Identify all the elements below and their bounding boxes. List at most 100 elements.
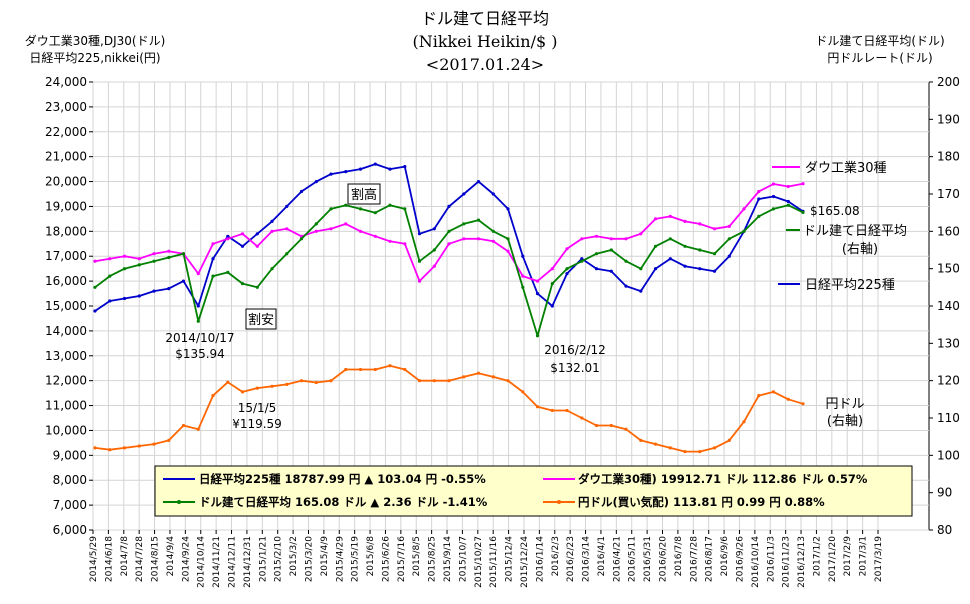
data-point-1 bbox=[580, 237, 584, 241]
annotation-low-2016-value: $132.01 bbox=[550, 361, 600, 375]
data-point-3 bbox=[609, 423, 613, 428]
x-tick-label: 2016/6/20 bbox=[659, 536, 669, 582]
x-tick-label: 2017/3/1 bbox=[859, 536, 869, 576]
data-point-0 bbox=[727, 254, 731, 258]
data-point-1 bbox=[550, 267, 554, 271]
data-point-3 bbox=[668, 446, 672, 450]
x-tick-label: 2014/8/15 bbox=[151, 536, 161, 582]
data-point-0 bbox=[565, 272, 569, 276]
data-point-2 bbox=[447, 229, 451, 233]
data-point-2 bbox=[712, 252, 717, 256]
x-tick-label: 2017/1/20 bbox=[828, 536, 838, 582]
data-point-1 bbox=[535, 279, 540, 283]
left-tick-label: 8,000 bbox=[53, 473, 87, 487]
right-tick-label: 150 bbox=[937, 262, 960, 276]
data-point-0 bbox=[270, 219, 274, 223]
x-tick-label: 2016/9/26 bbox=[735, 536, 745, 582]
data-point-0 bbox=[786, 199, 790, 204]
left-tick-label: 14,000 bbox=[45, 324, 87, 338]
x-tick-label: 2016/7/8 bbox=[674, 536, 684, 577]
x-tick-label: 2016/3/14 bbox=[582, 536, 592, 582]
data-point-0 bbox=[639, 289, 643, 293]
data-point-2 bbox=[786, 203, 790, 207]
data-point-2 bbox=[181, 252, 186, 256]
data-point-0 bbox=[108, 299, 112, 303]
x-tick-label: 2016/9/6 bbox=[720, 536, 730, 577]
data-point-2 bbox=[211, 274, 215, 278]
x-tick-label: 2017/3/19 bbox=[874, 536, 884, 582]
data-point-1 bbox=[521, 274, 525, 278]
right-axis-label-line1: ドル建て日経平均(ドル) bbox=[815, 34, 944, 48]
data-point-0 bbox=[683, 264, 687, 268]
data-point-0 bbox=[373, 162, 377, 166]
data-point-0 bbox=[476, 180, 481, 184]
data-point-3 bbox=[403, 367, 407, 372]
x-tick-label: 2017/2/9 bbox=[843, 536, 853, 577]
data-point-1 bbox=[373, 234, 377, 238]
legend-entry-usd-nikkei: ドル建て日経平均 165.08 ドル ▲ 2.36 ドル -1.41% bbox=[199, 495, 488, 509]
data-point-0 bbox=[167, 287, 171, 291]
data-point-0 bbox=[447, 204, 451, 208]
data-point-3 bbox=[432, 379, 436, 383]
left-axis-label-line2: 日経平均225,nikkei(円) bbox=[29, 51, 160, 65]
data-point-3 bbox=[196, 427, 200, 431]
x-tick-label: 2014/9/24 bbox=[181, 536, 191, 582]
x-tick-label: 2016/7/28 bbox=[689, 536, 699, 582]
data-point-3 bbox=[771, 390, 776, 394]
x-tick-label: 2016/11/23 bbox=[782, 536, 792, 588]
cheap-label: 割安 bbox=[248, 312, 274, 328]
left-tick-label: 9,000 bbox=[53, 448, 87, 462]
right-tick-label: 160 bbox=[937, 224, 960, 238]
data-point-1 bbox=[476, 237, 481, 241]
x-tick-label: 2015/11/16 bbox=[489, 536, 499, 588]
data-point-2 bbox=[742, 229, 746, 233]
data-point-2 bbox=[196, 319, 200, 323]
data-point-3 bbox=[683, 450, 687, 454]
data-point-3 bbox=[226, 380, 230, 384]
x-tick-label: 2016/2/23 bbox=[566, 536, 576, 582]
data-point-1 bbox=[196, 272, 200, 276]
data-point-1 bbox=[432, 264, 436, 268]
x-tick-label: 2017/1/2 bbox=[812, 536, 822, 576]
data-point-3 bbox=[565, 408, 569, 413]
data-point-0 bbox=[137, 294, 141, 298]
data-point-1 bbox=[285, 227, 289, 231]
data-point-3 bbox=[698, 450, 702, 454]
data-point-3 bbox=[580, 416, 584, 420]
data-point-3 bbox=[521, 390, 525, 394]
x-tick-label: 2014/11/21 bbox=[212, 536, 222, 588]
data-point-1 bbox=[314, 229, 318, 233]
data-point-2 bbox=[329, 207, 333, 211]
legend-entry-yen: 円ドル(買い気配) 113.81 円 0.99 円 0.88% bbox=[578, 495, 825, 509]
data-point-0 bbox=[712, 269, 717, 273]
x-tick-label: 2015/10/7 bbox=[458, 536, 468, 582]
expensive-box: 割高 bbox=[347, 183, 381, 205]
x-tick-label: 2015/1/21 bbox=[258, 536, 268, 582]
data-point-0 bbox=[550, 304, 554, 308]
data-point-1 bbox=[609, 237, 613, 241]
data-point-3 bbox=[388, 364, 392, 368]
data-point-2 bbox=[580, 259, 584, 263]
data-point-1 bbox=[801, 182, 805, 186]
annotation-fx-2015-date: 15/1/5 bbox=[238, 401, 277, 415]
x-tick-label: 2015/3/2 bbox=[289, 536, 299, 576]
data-point-1 bbox=[727, 224, 731, 228]
data-point-0 bbox=[506, 207, 510, 211]
right-tick-label: 180 bbox=[937, 150, 960, 164]
right-tick-label: 140 bbox=[937, 299, 960, 313]
x-tick-label: 2014/6/18 bbox=[104, 536, 114, 582]
left-tick-label: 15,000 bbox=[45, 299, 87, 313]
data-point-0 bbox=[653, 267, 658, 271]
right-tick-label: 90 bbox=[937, 486, 952, 500]
x-tick-label: 2016/1/14 bbox=[535, 536, 545, 582]
data-point-3 bbox=[550, 408, 554, 413]
series-layer bbox=[93, 162, 805, 454]
data-point-2 bbox=[388, 203, 392, 207]
data-point-1 bbox=[137, 257, 141, 261]
data-point-0 bbox=[358, 167, 363, 171]
data-point-1 bbox=[358, 229, 363, 233]
data-point-1 bbox=[742, 207, 746, 211]
data-point-0 bbox=[668, 257, 672, 261]
data-point-1 bbox=[712, 227, 717, 231]
data-point-2 bbox=[565, 267, 569, 271]
